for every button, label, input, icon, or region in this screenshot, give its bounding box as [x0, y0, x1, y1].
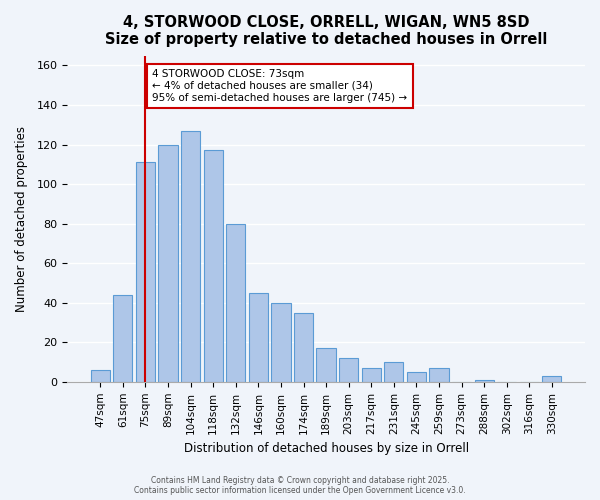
Bar — [249, 293, 268, 382]
Text: Contains HM Land Registry data © Crown copyright and database right 2025.
Contai: Contains HM Land Registry data © Crown c… — [134, 476, 466, 495]
Bar — [407, 372, 426, 382]
Y-axis label: Number of detached properties: Number of detached properties — [15, 126, 28, 312]
Bar — [181, 130, 200, 382]
Bar — [362, 368, 381, 382]
Bar — [136, 162, 155, 382]
Bar — [430, 368, 449, 382]
Bar — [316, 348, 335, 382]
Title: 4, STORWOOD CLOSE, ORRELL, WIGAN, WN5 8SD
Size of property relative to detached : 4, STORWOOD CLOSE, ORRELL, WIGAN, WN5 8S… — [105, 15, 547, 48]
Bar — [113, 295, 133, 382]
Bar — [542, 376, 562, 382]
Bar — [384, 362, 403, 382]
Bar — [203, 150, 223, 382]
X-axis label: Distribution of detached houses by size in Orrell: Distribution of detached houses by size … — [184, 442, 469, 455]
Bar — [475, 380, 494, 382]
Bar — [226, 224, 245, 382]
Bar — [339, 358, 358, 382]
Text: 4 STORWOOD CLOSE: 73sqm
← 4% of detached houses are smaller (34)
95% of semi-det: 4 STORWOOD CLOSE: 73sqm ← 4% of detached… — [152, 70, 407, 102]
Bar — [158, 144, 178, 382]
Bar — [271, 302, 290, 382]
Bar — [91, 370, 110, 382]
Bar — [294, 312, 313, 382]
